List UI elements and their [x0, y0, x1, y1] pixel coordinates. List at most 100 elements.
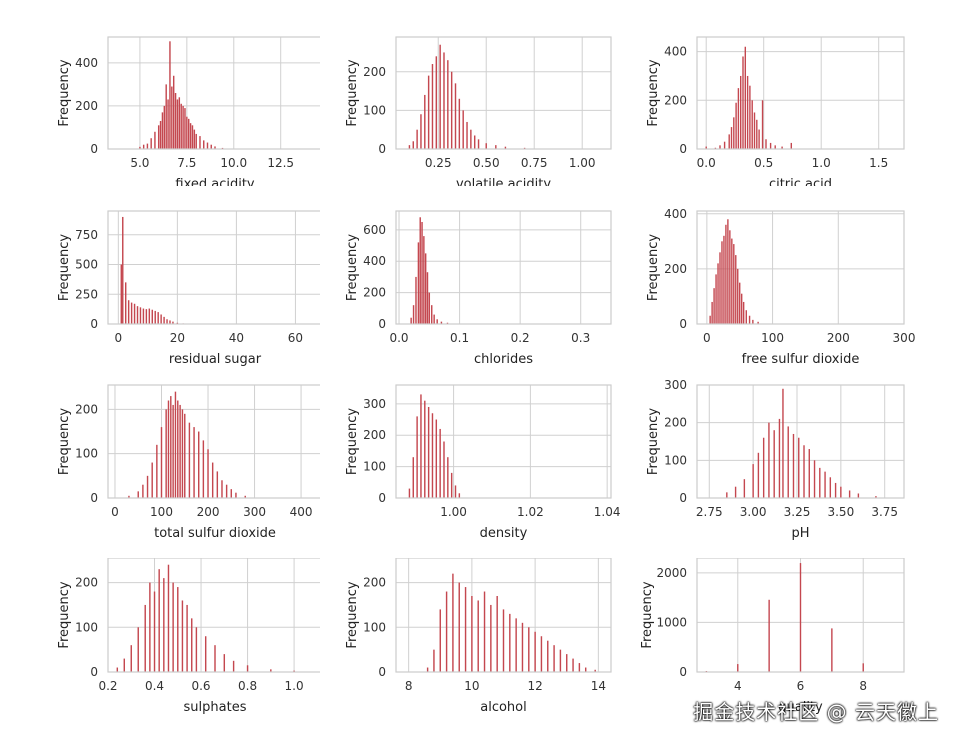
histogram-bar — [572, 658, 574, 672]
histogram-bar — [202, 440, 205, 498]
histogram-bar — [412, 305, 415, 324]
histogram-bar — [729, 230, 731, 324]
y-tick-label: 0 — [90, 142, 98, 156]
y-tick-label: 0 — [378, 142, 386, 156]
histogram-bar — [142, 144, 145, 149]
fixed-acidity-histogram: 5.0 7.5 10.0 12.5 0 200 400 fixed acidity Freque… — [57, 36, 320, 186]
plot-background — [697, 37, 904, 149]
histogram-bar — [433, 314, 435, 324]
histogram-bar — [172, 321, 174, 324]
histogram-bar — [176, 99, 179, 149]
x-tick-label: 1.00 — [569, 156, 596, 170]
histogram-bar — [723, 141, 726, 149]
x-tick-label: 1.5 — [869, 156, 888, 170]
histogram-bar — [417, 242, 420, 324]
y-tick-label: 200 — [75, 99, 98, 113]
y-axis-label: Frequency — [646, 234, 661, 301]
histogram-bar — [733, 244, 735, 324]
histogram-bar — [416, 416, 418, 498]
histogram-bar — [424, 253, 427, 324]
histogram-bar — [235, 492, 237, 498]
histogram-bar — [188, 422, 191, 498]
histogram-bar — [787, 426, 789, 498]
plot-frame — [395, 384, 612, 499]
y-tick-label: 400 — [363, 254, 386, 268]
histogram-bar — [150, 138, 152, 149]
histogram-bar — [515, 618, 517, 672]
histogram-bar — [169, 41, 171, 149]
histogram-bar — [443, 52, 445, 150]
histogram-bar — [735, 102, 737, 149]
x-tick-label: 400 — [290, 505, 313, 519]
y-tick-label: 500 — [75, 258, 98, 272]
plot-frame — [107, 558, 320, 673]
histogram-bar — [412, 457, 414, 498]
y-axis-label: Frequency — [345, 408, 360, 475]
histogram-bar — [439, 428, 441, 498]
histogram-bar — [594, 669, 596, 672]
histogram-bar — [169, 320, 171, 324]
plot-frame — [395, 36, 612, 150]
histogram-bar — [756, 119, 758, 149]
histogram-bar — [214, 645, 216, 672]
histogram-bar — [450, 472, 453, 498]
histogram-bar — [748, 315, 751, 324]
x-tick-label: 0.1 — [450, 331, 469, 345]
density-histogram: 1.00 1.02 1.04 0 100 200 300 density Frequency — [345, 384, 621, 541]
histogram-bar — [509, 613, 511, 672]
histogram-bar — [735, 255, 737, 324]
histogram-bar — [174, 391, 177, 498]
histogram-bar — [798, 437, 800, 498]
histogram-bar — [782, 388, 784, 498]
histogram-bar — [198, 431, 200, 498]
x-tick-label: 0.4 — [145, 679, 164, 693]
histogram-bar — [120, 264, 122, 324]
citric-acid-histogram: 0.0 0.5 1.0 1.5 0 200 400 citric acid Frequency — [646, 36, 905, 186]
histogram-bar — [559, 649, 562, 672]
histogram-bar — [857, 493, 860, 498]
x-tick-label: 10.0 — [220, 156, 247, 170]
x-tick-label: 0.2 — [511, 331, 530, 345]
histogram-bar — [477, 139, 480, 149]
histogram-bar — [584, 667, 587, 672]
histogram-bar — [203, 140, 205, 149]
histogram-bar — [172, 75, 175, 149]
histogram-bar — [431, 64, 434, 149]
histogram-bar — [743, 479, 746, 498]
y-tick-label: 200 — [363, 65, 386, 79]
x-tick-label: 200 — [827, 331, 850, 345]
y-tick-label: 0 — [679, 665, 687, 679]
x-tick-label: 100 — [761, 331, 784, 345]
ph-histogram: 2.75 3.00 3.25 3.50 3.75 0 100 200 300 pH Frequenc… — [646, 378, 905, 541]
x-tick-label: 0.2 — [98, 679, 117, 693]
x-tick-label: 2.75 — [696, 505, 723, 519]
y-tick-label: 0 — [679, 491, 687, 505]
volatile-acidity-histogram: 0.25 0.50 0.75 1.00 0 100 200 volatile acidity F… — [345, 36, 612, 186]
x-tick-label: 200 — [197, 505, 220, 519]
plot-background — [108, 558, 320, 672]
histogram-bar — [160, 314, 162, 324]
histogram-bar — [504, 146, 507, 149]
y-tick-label: 200 — [363, 286, 386, 300]
x-axis-label: chlorides — [474, 352, 533, 367]
plot-background — [108, 37, 320, 149]
x-tick-label: 14 — [591, 679, 606, 693]
y-axis-label: Frequency — [57, 408, 72, 475]
histogram-bar — [534, 631, 536, 672]
histogram-bar — [195, 627, 198, 672]
histogram-bar — [408, 488, 411, 498]
histogram-bar — [466, 121, 468, 149]
histogram-bar — [116, 667, 119, 672]
y-tick-label: 200 — [664, 93, 687, 107]
x-tick-label: 60 — [288, 331, 303, 345]
x-tick-label: 0.75 — [521, 156, 548, 170]
histogram-bar — [773, 430, 775, 498]
x-tick-label: 8 — [859, 679, 867, 693]
histogram-bar — [774, 145, 776, 149]
histogram-bar — [149, 582, 151, 672]
y-tick-label: 750 — [75, 228, 98, 242]
histogram-bar — [163, 316, 165, 324]
sulphates-histogram: 0.2 0.4 0.6 0.8 1.0 0 100 200 sulphates Frequency — [57, 558, 320, 715]
y-axis-label: Frequency — [57, 234, 72, 301]
histogram-bar — [752, 464, 754, 498]
